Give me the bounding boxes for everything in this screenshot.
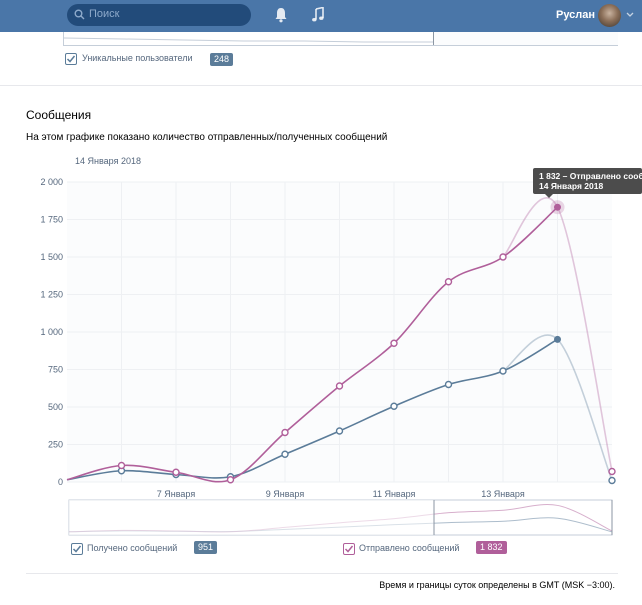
search-placeholder: Поиск xyxy=(89,8,120,20)
data-point xyxy=(335,427,344,435)
user-name[interactable]: Руслан xyxy=(556,9,596,21)
data-point xyxy=(444,278,453,286)
received-messages-checkbox[interactable] xyxy=(71,543,83,555)
series-line-tail xyxy=(502,334,613,481)
y-tick-label: 1 250 xyxy=(40,290,63,300)
y-tick-label: 750 xyxy=(48,365,63,375)
data-point xyxy=(226,476,235,484)
data-point xyxy=(117,461,126,470)
sent-messages-checkbox[interactable] xyxy=(343,543,355,555)
top-navigation-bar: Поиск Руслан xyxy=(0,0,642,32)
upper-chart-navigator[interactable] xyxy=(63,32,618,46)
y-tick-label: 500 xyxy=(48,402,63,412)
data-point xyxy=(281,450,289,458)
y-tick-label: 1 750 xyxy=(40,215,63,225)
received-messages-label[interactable]: Получено сообщений xyxy=(87,543,178,553)
data-point xyxy=(608,467,616,476)
data-point xyxy=(390,339,398,347)
x-tick-label: 11 Января xyxy=(373,489,416,499)
x-tick-label: 9 Января xyxy=(266,489,305,499)
data-point xyxy=(499,253,507,261)
search-icon xyxy=(74,9,85,20)
data-point xyxy=(172,468,180,476)
unique-users-label[interactable]: Уникальные пользователи xyxy=(82,53,193,63)
chart-tooltip: 1 832 – Отправлено сообщений 14 Января 2… xyxy=(533,168,642,194)
y-tick-label: 2 000 xyxy=(40,177,63,187)
series-line-tail xyxy=(502,197,613,472)
x-tick-label: 7 Января xyxy=(157,489,196,499)
data-point-highlighted xyxy=(554,335,561,343)
navigator-mask xyxy=(69,500,434,535)
data-point xyxy=(444,380,453,389)
data-point xyxy=(390,402,398,410)
data-point xyxy=(499,367,507,375)
chart-date-label: 14 Января 2018 xyxy=(75,156,141,166)
checkmark-icon xyxy=(344,545,354,553)
tooltip-arrow xyxy=(545,194,553,198)
search-bar[interactable]: Поиск xyxy=(67,4,251,26)
y-tick-label: 1 500 xyxy=(40,252,63,262)
tooltip-value: 1 832 – Отправлено сообщений xyxy=(539,171,642,181)
y-tick-label: 250 xyxy=(48,440,63,450)
checkmark-icon xyxy=(66,55,76,63)
data-point xyxy=(281,428,289,437)
sent-messages-label[interactable]: Отправлено сообщений xyxy=(359,543,460,553)
checkmark-icon xyxy=(72,545,82,553)
footer-divider xyxy=(26,573,618,574)
tooltip-date: 14 Января 2018 xyxy=(539,181,604,191)
y-tick-label: 1 000 xyxy=(40,327,63,337)
section-title: Сообщения xyxy=(26,108,92,122)
bell-icon[interactable] xyxy=(274,7,288,23)
y-tick-label: 0 xyxy=(58,477,63,487)
section-description: На этом графике показано количество отпр… xyxy=(26,132,388,143)
series-line xyxy=(66,206,559,483)
x-tick-label: 13 Января xyxy=(481,489,525,499)
series-line xyxy=(66,338,558,481)
timezone-note: Время и границы суток определены в GMT (… xyxy=(379,580,615,590)
avatar[interactable] xyxy=(598,4,621,27)
data-point xyxy=(335,382,344,390)
music-icon[interactable] xyxy=(311,7,325,23)
sent-messages-count-badge: 1 832 xyxy=(476,541,507,554)
chevron-down-icon[interactable] xyxy=(626,12,634,18)
messages-line-chart[interactable]: 0 250 500 750 1 000 1 250 1 500 1 750 2 000 7 Янв… xyxy=(0,160,642,536)
section-divider xyxy=(0,85,642,86)
upper-navigator-selection[interactable] xyxy=(433,32,618,45)
unique-users-checkbox[interactable] xyxy=(65,53,77,65)
data-point xyxy=(608,476,616,485)
unique-users-count-badge: 248 xyxy=(210,53,234,66)
received-messages-count-badge: 951 xyxy=(194,541,218,554)
data-point-highlighted xyxy=(554,203,561,211)
